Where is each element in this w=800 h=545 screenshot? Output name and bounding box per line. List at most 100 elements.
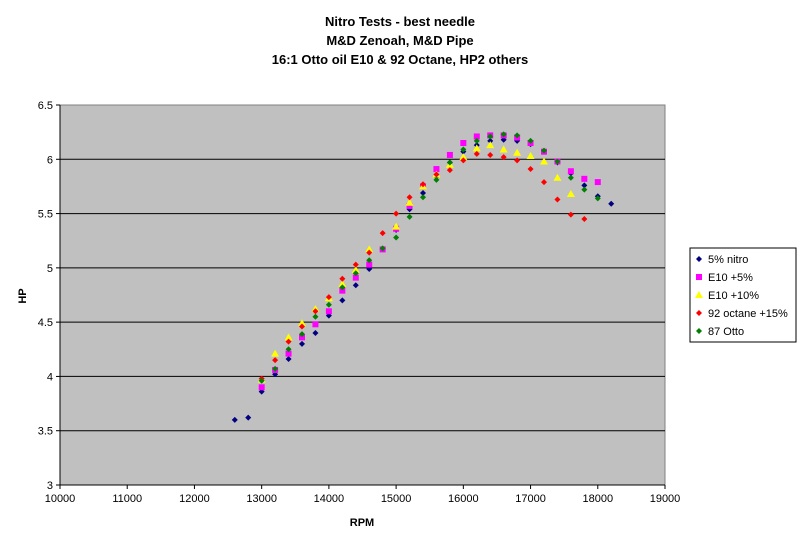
data-point [487, 151, 494, 158]
gridlines [60, 158, 665, 432]
data-point [527, 166, 534, 173]
data-point [352, 282, 359, 289]
x-tick-labels: 10000 11000 12000 13000 14000 15000 16000 17000… [45, 493, 681, 505]
data-point [553, 173, 562, 181]
x-tick-label: 11000 [112, 493, 142, 505]
data-point [433, 166, 440, 173]
x-tick-label: 14000 [314, 493, 345, 505]
data-point [433, 176, 440, 183]
data-point [339, 297, 346, 304]
data-point [540, 157, 548, 165]
legend-box [689, 247, 797, 343]
x-tick-label: 17000 [515, 493, 546, 505]
data-point [339, 284, 346, 291]
data-point [299, 323, 305, 330]
data-point [500, 131, 507, 138]
data-point [379, 245, 386, 252]
y-tick-labels: 3 3.5 4 4.5 5 5.5 6 6.5 [38, 100, 53, 492]
data-point [405, 198, 414, 206]
y-tick-label: 6.5 [38, 100, 53, 112]
legend-label: 87 Otto [708, 326, 744, 338]
data-point [541, 147, 547, 154]
data-point [567, 168, 574, 175]
y-tick-label: 6 [47, 154, 53, 166]
data-point [526, 152, 535, 160]
data-point [608, 200, 615, 207]
chart-title-line-1: Nitro Tests - best needle [325, 14, 475, 29]
y-axis-label: HP [17, 288, 29, 303]
data-point [366, 257, 373, 264]
data-point [473, 137, 480, 144]
data-point [271, 349, 280, 357]
data-point [285, 346, 292, 353]
data-point [258, 377, 265, 384]
data-point [567, 174, 574, 181]
data-point [339, 275, 346, 282]
data-point [365, 245, 374, 253]
data-point [285, 338, 292, 345]
data-point [245, 414, 252, 421]
legend-label: 5% nitro [708, 254, 748, 266]
data-point [472, 144, 481, 152]
data-point [554, 158, 561, 165]
legend-marker [696, 328, 702, 334]
data-point [459, 153, 468, 161]
data-point [406, 194, 413, 201]
x-tick-label: 15000 [381, 493, 412, 505]
data-point [312, 330, 319, 336]
y-tick-label: 5 [47, 263, 53, 275]
data-point [554, 196, 561, 203]
data-point [325, 301, 332, 308]
data-point [272, 365, 279, 372]
data-point [299, 331, 305, 338]
data-point [460, 157, 467, 164]
data-point [446, 167, 453, 174]
legend-label: E10 +10% [708, 290, 759, 302]
data-point [581, 175, 588, 182]
data-point [393, 234, 400, 241]
y-tick-label: 3 [47, 480, 53, 492]
data-point [446, 159, 453, 166]
y-tick-label: 3.5 [38, 426, 53, 438]
legend-marker [695, 291, 703, 298]
data-point [312, 321, 319, 328]
data-point [338, 280, 347, 288]
y-tick-label: 4.5 [38, 317, 53, 329]
data-point [299, 334, 305, 341]
data-point [567, 211, 574, 218]
data-point [231, 416, 238, 423]
x-tick-label: 13000 [246, 493, 277, 505]
data-point [420, 189, 426, 196]
data-point [473, 133, 480, 140]
data-point [393, 210, 400, 217]
data-point [581, 186, 588, 193]
y-tick-label: 5.5 [38, 209, 53, 221]
data-point [473, 150, 480, 157]
legend: 5% nitro E10 +5% E10 +10% 92 octane +15% 87 … [689, 247, 797, 343]
data-point [541, 179, 547, 186]
data-point [594, 195, 601, 202]
data-point [352, 270, 359, 277]
chart-title-line-2: M&D Zenoah, M&D Pipe [326, 33, 473, 48]
legend-marker [696, 256, 702, 262]
data-point [379, 230, 386, 237]
y-tick-label: 4 [47, 371, 53, 383]
chart-title: Nitro Tests - best needle M&D Zenoah, M&… [272, 14, 528, 67]
legend-marker [696, 274, 702, 280]
data-point [499, 145, 508, 153]
x-tick-label: 19000 [650, 493, 681, 505]
x-tick-label: 16000 [448, 493, 479, 505]
data-point [285, 356, 292, 363]
data-point [460, 146, 467, 153]
data-point [312, 313, 319, 320]
data-point [272, 357, 279, 364]
plot-area [59, 104, 666, 486]
data-point [406, 213, 413, 220]
data-point [366, 261, 373, 268]
legend-label: 92 octane +15% [708, 308, 788, 320]
series-5 [258, 131, 601, 384]
chart-title-line-3: 16:1 Otto oil E10 & 92 Octane, HP2 other… [272, 52, 528, 67]
data-point [284, 333, 293, 341]
data-point [351, 266, 360, 274]
